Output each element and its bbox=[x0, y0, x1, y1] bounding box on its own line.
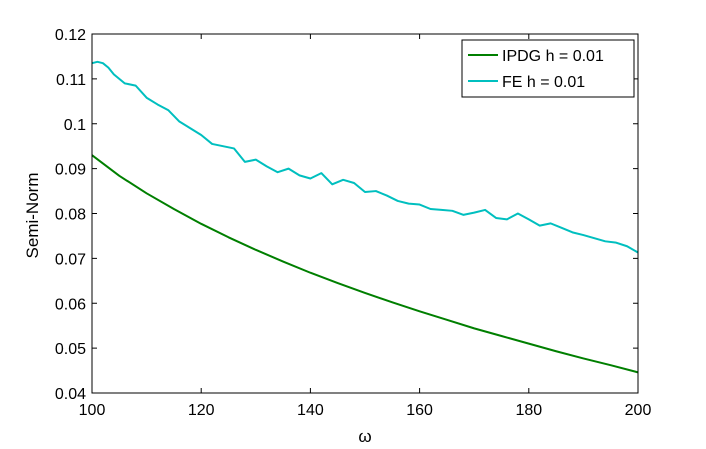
x-tick-label: 160 bbox=[406, 402, 433, 419]
y-tick-label: 0.1 bbox=[64, 117, 86, 134]
y-axis-label: Semi-Norm bbox=[23, 173, 42, 259]
y-tick-label: 0.09 bbox=[55, 162, 86, 179]
series-line-ipdg bbox=[91, 154, 639, 374]
x-axis-label: ω bbox=[358, 427, 371, 446]
y-tick-label: 0.12 bbox=[55, 27, 86, 44]
y-tick-label: 0.06 bbox=[55, 296, 86, 313]
y-tick-label: 0.11 bbox=[56, 72, 86, 89]
tick-layer: 100 120 140 160 180 200 0.04 0.05 0.06 0.07 0.08 0.… bbox=[55, 27, 652, 419]
y-tick-label: 0.07 bbox=[55, 251, 86, 268]
legend-label-fe: FE h = 0.01 bbox=[502, 74, 585, 91]
x-tick-label: 140 bbox=[297, 402, 324, 419]
x-tick-label: 100 bbox=[79, 402, 106, 419]
x-tick-label: 180 bbox=[515, 402, 542, 419]
y-tick-label: 0.04 bbox=[55, 386, 86, 403]
series-layer bbox=[91, 60, 639, 374]
legend-box bbox=[461, 39, 635, 98]
y-tick-label: 0.05 bbox=[55, 341, 86, 358]
legend: IPDG h = 0.01 FE h = 0.01 bbox=[461, 39, 635, 98]
legend-label-ipdg: IPDG h = 0.01 bbox=[502, 48, 604, 65]
series-line-fe bbox=[91, 60, 639, 254]
y-tick-label: 0.08 bbox=[55, 207, 86, 224]
x-tick-label: 120 bbox=[188, 402, 215, 419]
x-tick-label: 200 bbox=[625, 402, 652, 419]
